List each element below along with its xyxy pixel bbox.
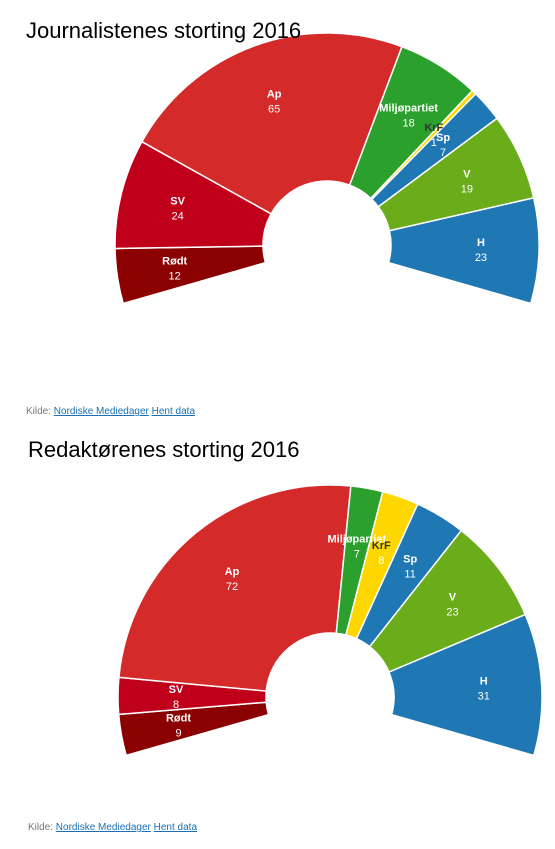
segment-value-krf: 8 [378, 555, 384, 567]
segment-value-ap: 72 [226, 581, 238, 593]
segment-value-sp: 7 [440, 147, 446, 159]
journalist-chart: Rødt 12 SV 24 Ap 65 Miljøpartiet 18 KrF 1 Sp 7 V 19 H 2… [26, 18, 540, 417]
segment-value-v: 23 [446, 607, 458, 619]
segment-label-sp: Sp [436, 132, 450, 144]
segment-label-sp: Sp [403, 553, 417, 565]
segment-value-sp: 11 [404, 568, 415, 580]
chart-title: Redaktørenes storting 2016 [28, 437, 300, 462]
editor-chart: Rødt 9 SV 8 Ap 72 Miljøpartiet 7 KrF 8 Sp 11 V 23 H 31 … [0, 425, 555, 849]
segment-label-rodt: Rødt [166, 713, 191, 725]
segment-label-rodt: Rødt [162, 256, 187, 268]
segment-value-ap: 65 [268, 103, 280, 115]
segment-ap[interactable] [140, 32, 403, 215]
segment-label-v: V [463, 168, 471, 180]
source-label: Kilde: [28, 822, 54, 833]
segment-label-ap: Ap [267, 88, 282, 100]
segment-value-krf: 1 [431, 137, 437, 149]
download-data-link[interactable]: Hent data [153, 822, 198, 833]
download-data-link[interactable]: Hent data [151, 406, 196, 417]
segment-label-v: V [449, 592, 457, 604]
segment-label-sv: SV [169, 684, 184, 696]
segment-label-h: H [477, 237, 485, 249]
source-label: Kilde: [26, 406, 52, 417]
chart-title: Journalistenes storting 2016 [26, 18, 302, 43]
segment-label-ap: Ap [225, 566, 240, 578]
source-line: Kilde: Nordiske Mediedager Hent data [26, 406, 195, 417]
source-link[interactable]: Nordiske Mediedager [53, 406, 149, 417]
segment-value-h: 31 [478, 691, 490, 703]
segment-value-rodt: 9 [175, 728, 181, 740]
segment-value-sv: 24 [172, 210, 184, 222]
segment-value-sv: 8 [173, 699, 179, 711]
segment-label-sv: SV [170, 195, 185, 207]
segment-value-v: 19 [461, 183, 473, 195]
segment-value-miljopartiet: 18 [402, 117, 414, 129]
segment-label-miljopartiet: Miljøpartiet [327, 533, 386, 545]
segment-h[interactable] [387, 613, 543, 757]
segment-rodt[interactable] [114, 245, 267, 305]
segment-h[interactable] [387, 196, 540, 305]
segment-label-miljopartiet: Miljøpartiet [379, 102, 438, 114]
segment-value-rodt: 12 [169, 271, 181, 283]
segment-label-h: H [480, 676, 488, 688]
journalist-parliament-chart: Rødt 12 SV 24 Ap 65 Miljøpartiet 18 KrF 1 Sp 7 V 19 H 2… [114, 32, 540, 305]
source-link[interactable]: Nordiske Mediedager [55, 822, 151, 833]
segment-label-krf: KrF [424, 122, 443, 134]
segment-ap[interactable] [118, 484, 352, 692]
segment-value-h: 23 [475, 252, 487, 264]
source-line: Kilde: Nordiske Mediedager Hent data [28, 822, 197, 833]
segment-value-miljopartiet: 7 [354, 548, 360, 560]
editor-parliament-chart: Rødt 9 SV 8 Ap 72 Miljøpartiet 7 KrF 8 Sp 11 V 23 H 31 [117, 484, 543, 757]
segment-label-krf: KrF [372, 540, 391, 552]
